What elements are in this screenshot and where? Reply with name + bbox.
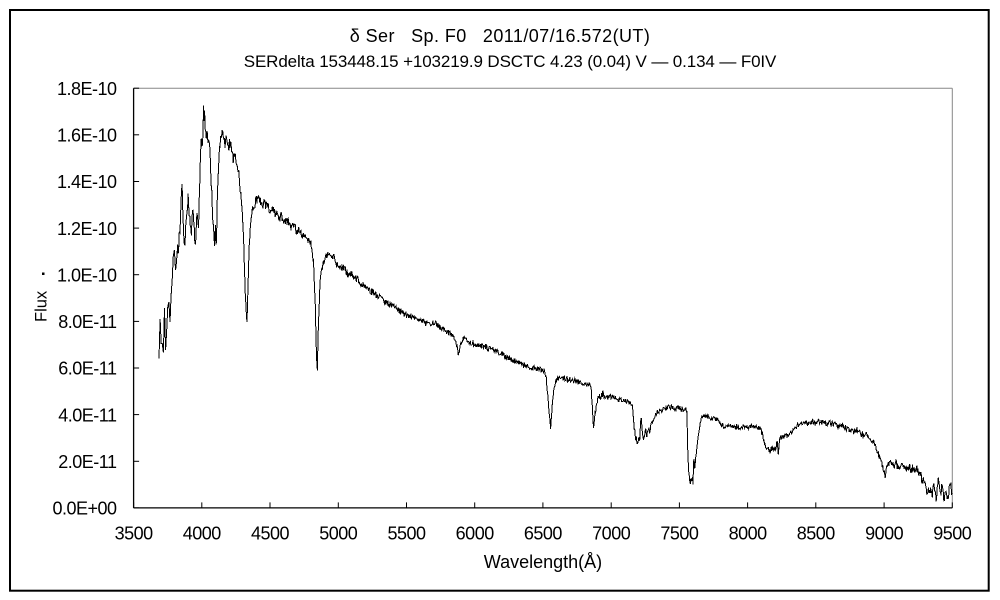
svg-text:4000: 4000 [183,524,222,544]
svg-text:7000: 7000 [592,524,631,544]
svg-text:2.0E-11: 2.0E-11 [58,452,117,472]
svg-text:0.0E+00: 0.0E+00 [52,499,117,519]
svg-text:1.4E-10: 1.4E-10 [57,172,117,192]
svg-text:8500: 8500 [797,524,836,544]
svg-text:1.2E-10: 1.2E-10 [57,219,117,239]
svg-text:SERdelta 153448.15 +103219.9 D: SERdelta 153448.15 +103219.9 DSCTC 4.23 … [244,52,777,71]
svg-text:7500: 7500 [660,524,699,544]
svg-text:1.8E-10: 1.8E-10 [57,79,117,99]
svg-text:4500: 4500 [251,524,290,544]
svg-text:8000: 8000 [729,524,768,544]
svg-text:δ Ser Sp. F0 2011/07/16.57: δ Ser Sp. F0 2011/07/16.572(UT) [350,26,651,46]
svg-text:5000: 5000 [319,524,358,544]
svg-text:Wavelength(Å): Wavelength(Å) [484,552,602,572]
svg-text:9000: 9000 [865,524,904,544]
svg-text:8.0E-11: 8.0E-11 [58,312,117,332]
svg-text:Flux: Flux [33,290,51,322]
svg-text:6000: 6000 [456,524,495,544]
svg-text:3500: 3500 [115,524,154,544]
svg-text:5500: 5500 [387,524,426,544]
svg-text:6500: 6500 [524,524,563,544]
svg-text:6.0E-11: 6.0E-11 [58,359,117,379]
svg-text:9500: 9500 [933,524,972,544]
svg-text:4.0E-11: 4.0E-11 [58,405,117,425]
svg-text:1.0E-10: 1.0E-10 [57,265,117,285]
svg-text:1.6E-10: 1.6E-10 [57,126,117,146]
